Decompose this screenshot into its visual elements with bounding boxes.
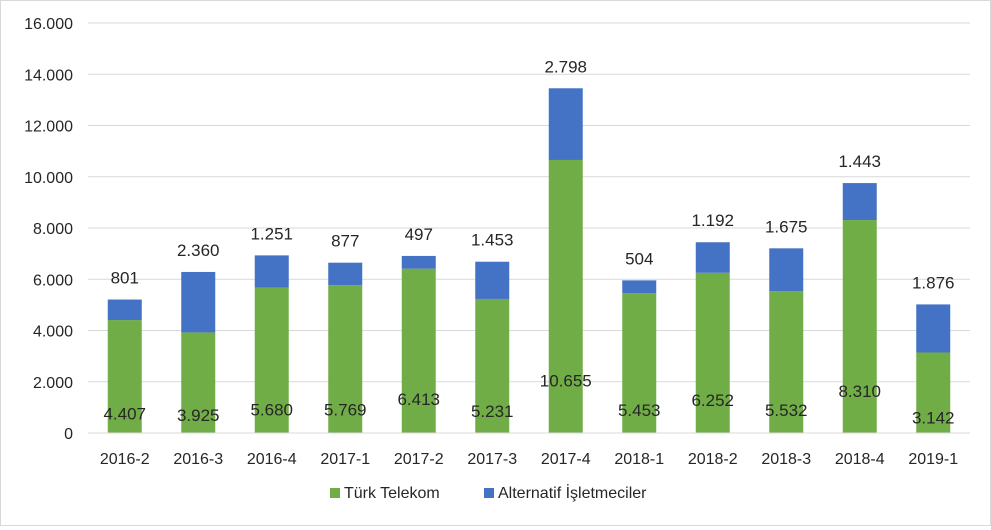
x-tick-label: 2017-4 [541,451,591,468]
x-tick-label: 2018-1 [614,451,664,468]
bar-turk-telekom [328,285,363,433]
x-tick-label: 2016-4 [247,451,297,468]
bar-alternatif-isletmeciler [769,248,804,292]
data-label-turk-telekom: 8.310 [838,382,881,401]
bar-alternatif-isletmeciler [254,255,289,288]
bar-turk-telekom [916,352,951,433]
data-label-alternatif-isletmeciler: 1.675 [765,217,808,236]
bar-alternatif-isletmeciler [842,183,877,221]
x-tick-label: 2018-2 [688,451,738,468]
legend-label-alternatif-isletmeciler: Alternatif İşletmeciler [498,483,647,502]
y-tick-label: 0 [64,426,73,443]
bar-alternatif-isletmeciler [107,299,142,321]
y-tick-label: 6.000 [33,272,73,289]
data-label-turk-telekom: 4.407 [103,404,146,423]
data-label-alternatif-isletmeciler: 801 [111,269,139,288]
bar-turk-telekom [254,287,289,433]
data-label-alternatif-isletmeciler: 877 [331,232,359,251]
data-label-turk-telekom: 6.252 [691,391,734,410]
data-label-turk-telekom: 5.680 [250,401,293,420]
data-label-turk-telekom: 10.655 [540,372,592,391]
bar-turk-telekom [695,272,730,433]
y-tick-label: 16.000 [24,16,73,33]
bar-turk-telekom [622,293,657,433]
data-label-alternatif-isletmeciler: 497 [405,225,433,244]
data-label-alternatif-isletmeciler: 1.453 [471,231,514,250]
y-tick-label: 2.000 [33,375,73,392]
bar-alternatif-isletmeciler [548,88,583,160]
data-label-turk-telekom: 3.142 [912,408,955,427]
data-label-turk-telekom: 5.532 [765,401,808,420]
x-tick-label: 2016-2 [100,451,150,468]
y-axis: 0 2.000 4.000 6.000 8.000 10.000 12.000 14.000 1… [24,16,73,443]
data-label-alternatif-isletmeciler: 504 [625,249,653,268]
x-tick-label: 2017-1 [320,451,370,468]
x-tick-label: 2016-3 [173,451,223,468]
x-axis: 2016-2 2016-3 2016-4 2017-1 2017-2 2017-3 2017… [88,432,970,468]
bar-alternatif-isletmeciler [401,255,436,269]
legend-label-turk-telekom: Türk Telekom [344,485,440,502]
y-tick-label: 14.000 [24,67,73,84]
bar-alternatif-isletmeciler [181,271,216,333]
data-label-turk-telekom: 5.769 [324,400,367,419]
data-label-turk-telekom: 5.231 [471,402,514,421]
data-label-alternatif-isletmeciler: 1.192 [691,211,734,230]
bar-alternatif-isletmeciler [916,304,951,353]
bar-turk-telekom [107,320,142,433]
bar-alternatif-isletmeciler [328,262,363,286]
legend: Türk Telekom Alternatif İşletmeciler [330,483,647,502]
bar-turk-telekom [769,291,804,433]
y-tick-label: 12.000 [24,119,73,136]
x-tick-label: 2018-3 [761,451,811,468]
data-label-alternatif-isletmeciler: 2.360 [177,241,220,260]
data-label-turk-telekom: 3.925 [177,406,220,425]
bar-turk-telekom [475,298,510,433]
bar-turk-telekom [548,159,583,433]
bars [107,88,951,433]
bar-turk-telekom [842,220,877,433]
bar-alternatif-isletmeciler [622,280,657,294]
bar-turk-telekom [181,332,216,433]
data-label-turk-telekom: 5.453 [618,401,661,420]
data-label-alternatif-isletmeciler: 1.443 [838,152,881,171]
bar-alternatif-isletmeciler [475,261,510,299]
y-tick-label: 4.000 [33,324,73,341]
legend-swatch-turk-telekom [330,488,340,498]
y-tick-label: 8.000 [33,221,73,238]
data-label-alternatif-isletmeciler: 1.251 [250,224,293,243]
x-tick-label: 2017-3 [467,451,517,468]
data-label-turk-telekom: 6.413 [397,390,440,409]
data-labels: 4.407 801 3.925 2.360 5.680 1.251 5.769 877 6.41… [103,57,954,427]
x-tick-label: 2019-1 [908,451,958,468]
gridlines [88,22,970,434]
legend-swatch-alternatif-isletmeciler [484,488,494,498]
data-label-alternatif-isletmeciler: 2.798 [544,57,587,76]
bar-alternatif-isletmeciler [695,242,730,273]
bar-turk-telekom [401,268,436,433]
y-tick-label: 10.000 [24,170,73,187]
x-tick-label: 2017-2 [394,451,444,468]
x-tick-label: 2018-4 [835,451,885,468]
data-label-alternatif-isletmeciler: 1.876 [912,273,955,292]
